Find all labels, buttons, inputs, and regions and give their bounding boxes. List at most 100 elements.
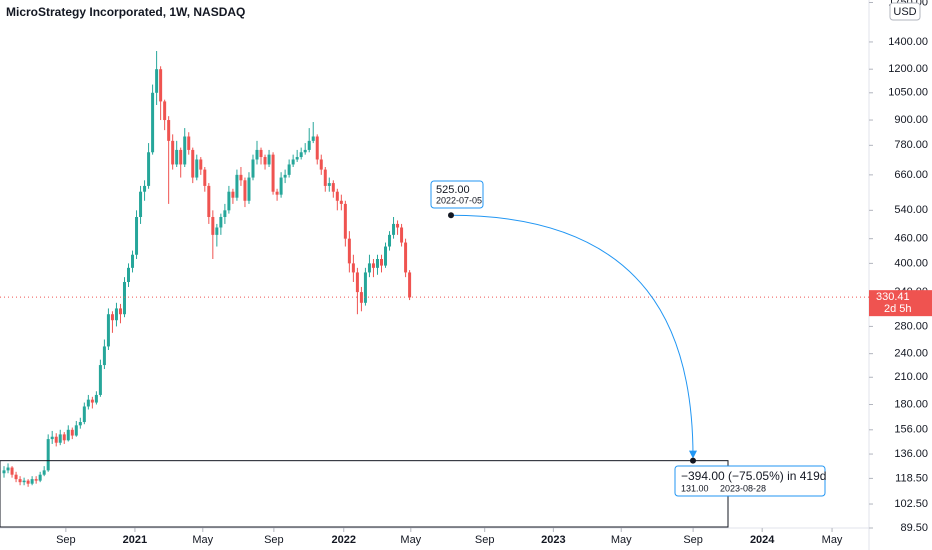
y-tick-label: 210.00 xyxy=(894,371,928,383)
candle-body xyxy=(163,101,167,121)
candle-body xyxy=(42,470,46,475)
x-tick-label: Sep xyxy=(475,534,495,546)
candle-body xyxy=(151,92,155,153)
candle-body xyxy=(303,149,307,153)
projection-start-point xyxy=(448,212,454,219)
candle-body xyxy=(86,399,90,407)
candle-body xyxy=(259,149,263,158)
y-tick-label: 660.00 xyxy=(894,169,928,181)
candle-body xyxy=(275,191,279,195)
candle-body xyxy=(375,259,379,268)
candle-body xyxy=(371,263,375,268)
x-tick-label: May xyxy=(192,534,213,546)
candle-body xyxy=(175,149,179,165)
y-tick-label: 180.00 xyxy=(894,398,928,410)
candle-body xyxy=(155,69,159,93)
candle-body xyxy=(347,238,351,264)
candle-body xyxy=(243,180,247,201)
candle-body xyxy=(94,394,98,403)
currency-label: USD xyxy=(893,6,916,18)
candle-body xyxy=(271,154,275,192)
x-tick-label: Sep xyxy=(683,534,703,546)
currency-badge[interactable] xyxy=(889,2,921,21)
candle-body xyxy=(10,467,14,475)
candle-body xyxy=(299,152,303,158)
candle-body xyxy=(319,159,323,170)
candle-body xyxy=(127,267,131,282)
candle-body xyxy=(14,474,18,480)
candle-body xyxy=(215,227,219,235)
y-tick-label: 460.00 xyxy=(894,233,928,245)
x-tick-label: 2023 xyxy=(541,534,565,546)
candle-body xyxy=(235,174,239,198)
candle-body xyxy=(339,200,343,204)
candle-body xyxy=(179,149,183,165)
candle-body xyxy=(122,281,126,315)
candle-body xyxy=(323,169,327,186)
candle-body xyxy=(110,314,114,321)
projection-end-point xyxy=(690,457,696,464)
candle-body xyxy=(159,69,163,102)
candle-body xyxy=(263,157,267,165)
y-tick-label: 900.00 xyxy=(894,114,928,126)
candle-body xyxy=(139,191,143,217)
x-tick-label: Sep xyxy=(56,534,76,546)
candle-body xyxy=(54,436,58,443)
last-price-label: 330.41 xyxy=(876,291,910,303)
candle-body xyxy=(203,169,207,186)
candle-body xyxy=(62,434,66,441)
candle-body xyxy=(255,149,259,160)
candle-body xyxy=(74,425,78,436)
candle-body xyxy=(90,399,94,403)
candle-body xyxy=(279,177,283,195)
axes: 1750.001400.001200.001050.00900.00780.00… xyxy=(56,0,928,546)
candle-body xyxy=(98,365,102,395)
candle-body xyxy=(131,254,135,268)
candle-body xyxy=(207,185,211,217)
candle-body xyxy=(267,154,271,165)
y-tick-label: 1200.00 xyxy=(888,63,928,75)
y-tick-label: 240.00 xyxy=(894,348,928,360)
candle-body xyxy=(50,436,54,440)
candle-body xyxy=(82,406,86,423)
candle-body xyxy=(22,480,26,483)
candle-body xyxy=(167,120,171,141)
candle-body xyxy=(227,191,231,211)
candle-body xyxy=(384,246,388,266)
y-tick-label: 280.00 xyxy=(894,320,928,332)
candle-body xyxy=(143,185,147,192)
candle-body xyxy=(363,272,367,303)
candle-body xyxy=(66,429,70,441)
x-tick-label: 2022 xyxy=(332,534,356,546)
projection-arc xyxy=(450,214,694,457)
candle-body xyxy=(219,216,223,228)
candle-body xyxy=(187,136,191,150)
candle-body xyxy=(2,470,6,474)
candle-body xyxy=(408,272,412,298)
candle-body xyxy=(183,136,187,165)
y-tick-label: 89.50 xyxy=(900,522,928,534)
x-tick-label: May xyxy=(611,534,632,546)
candle-body xyxy=(18,479,22,483)
y-tick-label: 118.50 xyxy=(895,472,928,484)
candle-body xyxy=(195,159,199,178)
candle-body xyxy=(331,183,335,192)
end-callout xyxy=(674,465,826,497)
chart-title: MicroStrategy Incorporated, 1W, NASDAQ xyxy=(6,5,245,19)
y-tick-label: 102.50 xyxy=(894,498,928,510)
candle-body xyxy=(392,223,396,235)
candle-body xyxy=(327,183,331,186)
candle-body xyxy=(114,308,118,321)
candle-body xyxy=(34,479,38,481)
candle-body xyxy=(351,263,355,273)
start-date-label: 2022-07-05 xyxy=(436,195,482,205)
candle-body xyxy=(291,159,295,165)
x-tick-label: Sep xyxy=(264,534,284,546)
candle-body xyxy=(30,479,34,484)
candles xyxy=(2,51,412,487)
y-tick-label: 780.00 xyxy=(894,139,928,151)
candle-body xyxy=(251,159,255,178)
candle-body xyxy=(118,308,122,315)
candle-body xyxy=(26,480,30,484)
projection-arrow xyxy=(689,450,697,459)
